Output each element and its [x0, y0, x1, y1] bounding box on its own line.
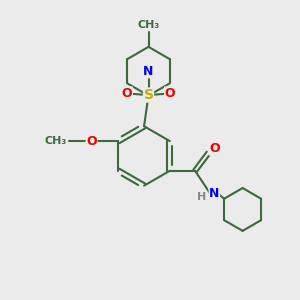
- Text: CH₃: CH₃: [44, 136, 66, 146]
- Text: O: O: [122, 87, 132, 100]
- Text: N: N: [143, 65, 154, 78]
- Text: H: H: [197, 192, 206, 202]
- Text: S: S: [143, 88, 154, 102]
- Text: O: O: [209, 142, 220, 155]
- Text: O: O: [165, 87, 175, 100]
- Text: O: O: [86, 135, 97, 148]
- Text: N: N: [209, 187, 220, 200]
- Text: CH₃: CH₃: [137, 20, 160, 30]
